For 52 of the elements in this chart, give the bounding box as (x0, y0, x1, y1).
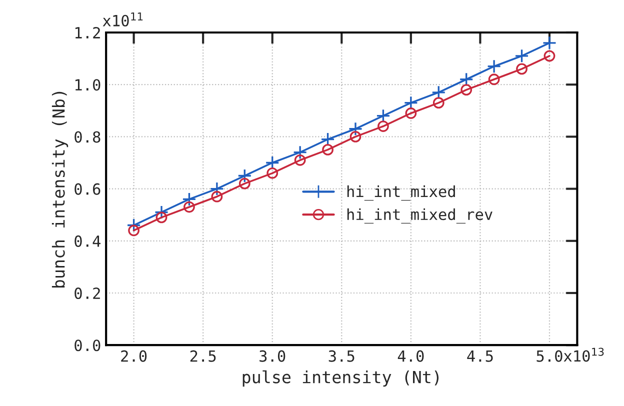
point (488, 74, 500, 86)
point (486, 59, 502, 74)
y-tick-label: 1.0 (75, 79, 100, 91)
y-tick-label: 0.6 (74, 183, 100, 195)
point (182, 192, 196, 206)
point (376, 108, 390, 123)
x-tick-label: 5.0 (536, 350, 562, 362)
point (378, 120, 389, 132)
x-tick-label: 4.0 (398, 350, 424, 362)
point (544, 50, 556, 62)
point (210, 182, 224, 196)
point (432, 85, 446, 100)
point (348, 122, 363, 136)
y-tick-label: 0.8 (74, 131, 100, 143)
point (320, 132, 335, 146)
legend-label: hi_int_mixed_rev (347, 208, 492, 224)
point (238, 178, 250, 190)
point (265, 156, 280, 170)
x-tick-label: 2.0 (121, 350, 147, 362)
point (460, 84, 472, 96)
text: x10$^{13}$ (564, 348, 604, 362)
y-tick-label: 0.2 (74, 288, 100, 300)
point (294, 154, 306, 166)
point (211, 190, 223, 202)
point (266, 167, 278, 179)
x-tick-label: 4.5 (467, 350, 493, 362)
point (459, 72, 474, 86)
point (322, 144, 334, 156)
point (156, 212, 168, 224)
x-tick-label: 3.0 (260, 350, 286, 362)
point (292, 145, 308, 160)
point (154, 205, 169, 220)
y-tick-label: 1.2 (75, 26, 100, 38)
point (184, 201, 195, 213)
point (405, 108, 417, 119)
point (128, 224, 140, 236)
x-tick-label: 3.5 (328, 350, 354, 362)
point (516, 63, 528, 75)
point (238, 168, 252, 183)
y-tick-label: 0.0 (74, 340, 100, 352)
point (126, 218, 141, 232)
text: x10$^{11}$ (102, 12, 143, 26)
point (350, 130, 362, 142)
point (514, 48, 529, 64)
point (404, 96, 418, 110)
x-tick-label: 2.5 (190, 350, 216, 362)
y-axis-title: bunch intensity (Nb) (52, 92, 68, 288)
y-tick-label: 0.4 (74, 235, 100, 247)
point (432, 97, 444, 109)
x-axis-title: pulse intensity (Nt) (242, 370, 439, 387)
legend-label: hi_int_mixed (347, 185, 455, 201)
point (542, 36, 557, 50)
